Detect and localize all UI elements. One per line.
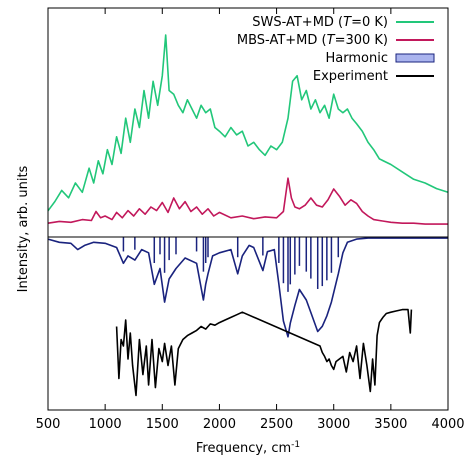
x-tick-label: 1000 (89, 417, 122, 432)
x-tick-label: 500 (36, 417, 61, 432)
x-tick-label: 2500 (260, 417, 293, 432)
legend: SWS-AT+MD (T=0 K) MBS-AT+MD (T=300 K) Harm… (237, 15, 435, 84)
plot-frame (47, 7, 449, 411)
sws-spectrum-line (47, 34, 449, 212)
x-axis-ticks: 500 1000 1500 2000 2500 3000 3500 4000 (36, 8, 465, 432)
y-axis-label: Intensity, arb. units (16, 165, 31, 292)
legend-label-experiment: Experiment (313, 69, 388, 84)
x-tick-label: 3500 (374, 417, 407, 432)
x-tick-label: 3000 (317, 417, 350, 432)
x-tick-label: 4000 (431, 417, 464, 432)
mbs-spectrum-line (47, 177, 448, 225)
legend-label-sws: SWS-AT+MD (T=0 K) (252, 15, 388, 30)
experiment-spectrum-line (115, 308, 413, 397)
series-layer (47, 34, 449, 397)
legend-swatch-harmonic (395, 53, 435, 63)
legend-label-mbs: MBS-AT+MD (T=300 K) (237, 33, 388, 48)
harmonic-spectrum-line (47, 237, 448, 338)
x-tick-label: 2000 (203, 417, 236, 432)
legend-label-harmonic: Harmonic (326, 51, 388, 66)
x-axis-label: Frequency, cm-1 (196, 440, 300, 456)
x-axis-label-superscript: -1 (291, 440, 300, 450)
x-tick-label: 1500 (146, 417, 179, 432)
